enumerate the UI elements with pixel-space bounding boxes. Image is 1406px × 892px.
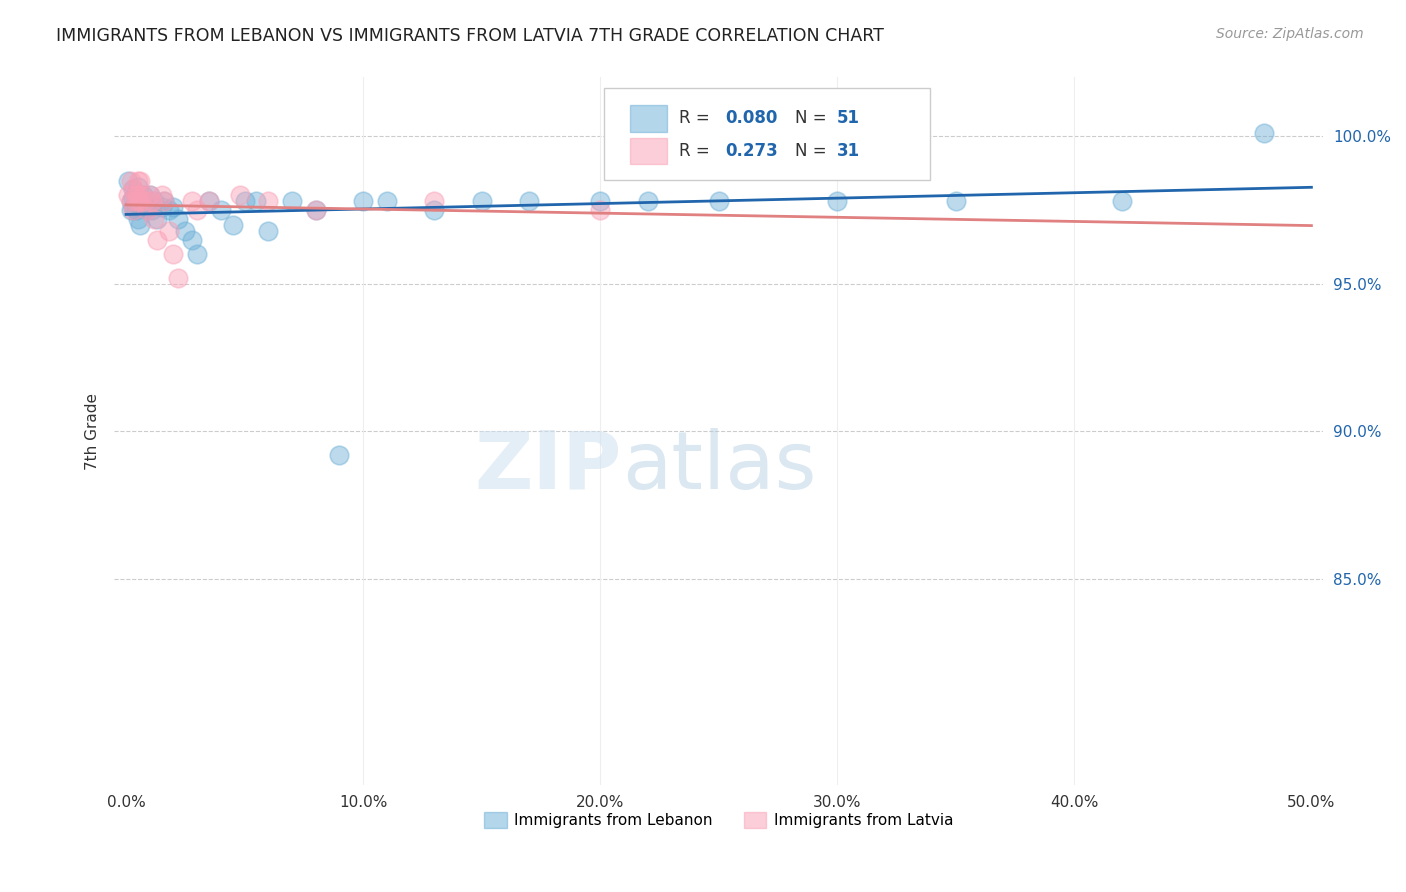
Point [150,200,173,214]
Text: R =: R = [679,110,710,128]
Point [1111,194,1133,209]
Point [127,188,149,202]
Point [143,211,166,226]
Point [589,203,612,218]
Point [257,224,280,238]
Text: N =: N = [794,110,827,128]
Point [129,200,152,214]
Point [153,194,176,209]
Point [198,194,221,209]
Text: N =: N = [794,142,827,160]
Text: 51: 51 [837,110,860,128]
Point [141,203,163,218]
Point [589,194,612,209]
Point [222,218,245,232]
Point [127,174,149,188]
Point [423,194,446,209]
Point [328,448,350,462]
Point [122,182,145,196]
Point [471,194,494,209]
Point [127,211,149,226]
Point [124,188,146,202]
Point [517,194,540,209]
Point [1253,127,1275,141]
Text: R =: R = [679,142,710,160]
Point [117,174,139,188]
Point [162,247,184,261]
Point [136,203,159,218]
Point [120,174,142,188]
Point [143,194,166,209]
Point [146,233,169,247]
Point [305,203,328,218]
Text: ZIP: ZIP [475,427,621,506]
Point [122,203,145,218]
Point [127,194,149,209]
Point [150,188,173,202]
Point [124,188,146,202]
Point [124,203,146,218]
Point [153,194,176,209]
Point [375,194,398,209]
Point [181,233,204,247]
Point [167,271,190,285]
Point [124,194,146,209]
Point [122,200,145,214]
Point [134,194,156,209]
Point [120,194,142,209]
Point [174,224,197,238]
Point [117,188,139,202]
Point [186,203,208,218]
Point [120,194,142,209]
Point [134,194,156,209]
Point [146,211,169,226]
Y-axis label: 7th Grade: 7th Grade [86,392,100,470]
Point [198,194,221,209]
Point [139,188,162,202]
Text: 0.273: 0.273 [724,142,778,160]
Point [209,203,232,218]
Point [637,194,659,209]
Point [305,203,328,218]
Point [141,194,163,209]
Point [120,203,142,218]
Point [139,200,162,214]
Point [281,194,304,209]
Point [945,194,967,209]
Point [181,194,204,209]
Point [129,174,152,188]
Point [127,179,149,194]
Point [136,203,159,218]
Point [707,194,730,209]
Point [162,200,184,214]
Point [229,188,252,202]
Point [167,211,190,226]
Point [122,191,145,205]
Point [129,218,152,232]
Text: atlas: atlas [621,427,817,506]
Point [139,188,162,202]
Point [423,203,446,218]
FancyBboxPatch shape [630,137,666,164]
Text: Source: ZipAtlas.com: Source: ZipAtlas.com [1216,27,1364,41]
Point [352,194,374,209]
Legend: Immigrants from Lebanon, Immigrants from Latvia: Immigrants from Lebanon, Immigrants from… [478,805,960,834]
Point [186,247,208,261]
Point [129,194,152,209]
Point [233,194,256,209]
Point [131,188,153,202]
Point [157,224,180,238]
Point [122,182,145,196]
Text: 31: 31 [837,142,860,160]
Text: IMMIGRANTS FROM LEBANON VS IMMIGRANTS FROM LATVIA 7TH GRADE CORRELATION CHART: IMMIGRANTS FROM LEBANON VS IMMIGRANTS FR… [56,27,884,45]
Point [245,194,267,209]
Point [257,194,280,209]
Text: 0.080: 0.080 [724,110,778,128]
Point [157,203,180,218]
FancyBboxPatch shape [630,105,666,132]
Point [825,194,848,209]
FancyBboxPatch shape [603,88,931,180]
Point [131,188,153,202]
Point [124,194,146,209]
